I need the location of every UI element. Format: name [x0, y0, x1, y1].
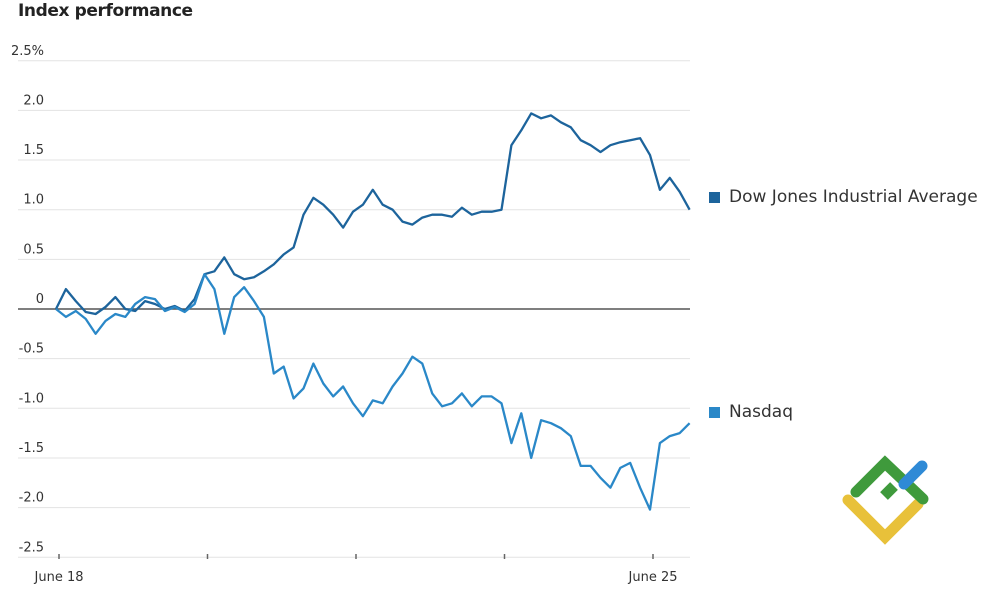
series-lines: [54, 112, 691, 511]
legend-item-nasdaq: Nasdaq: [709, 402, 793, 422]
legend-label-nasdaq: Nasdaq: [729, 402, 793, 422]
legend-label-dow: Dow Jones Industrial Average: [729, 187, 978, 207]
y-tick-label: 0: [36, 292, 44, 307]
x-axis: June 18 June 25: [34, 554, 678, 585]
legend-item-dow: Dow Jones Industrial Average: [709, 187, 978, 207]
y-tick-label: 2.0: [23, 93, 44, 108]
series-line-nasdaq: [55, 273, 691, 511]
y-axis-labels: 2.5% 2.0 1.5 1.0 0.5 0 -0.5 -1.0 -1.5 -2.0 -2.5: [11, 44, 44, 556]
y-tick-label: 1.0: [23, 193, 44, 208]
y-tick-label: -0.5: [19, 342, 44, 357]
y-tick-label: -2.5: [19, 540, 44, 555]
y-tick-label: -2.0: [19, 491, 44, 506]
y-tick-label: -1.5: [19, 441, 44, 456]
watermark-logo-icon: [842, 455, 929, 545]
y-tick-label: -1.0: [19, 391, 44, 406]
grid-lines: [18, 60, 690, 558]
legend-swatch-dow: [709, 191, 720, 203]
legend-swatch-nasdaq: [709, 406, 720, 418]
series-line-dow: [54, 112, 691, 316]
chart-title: Index performance: [18, 1, 193, 21]
x-tick-label: June 25: [628, 570, 678, 585]
y-tick-label: 2.5%: [11, 44, 44, 59]
y-tick-label: 1.5: [23, 143, 44, 158]
x-tick-label: June 18: [34, 570, 84, 585]
y-tick-label: 0.5: [23, 242, 44, 257]
